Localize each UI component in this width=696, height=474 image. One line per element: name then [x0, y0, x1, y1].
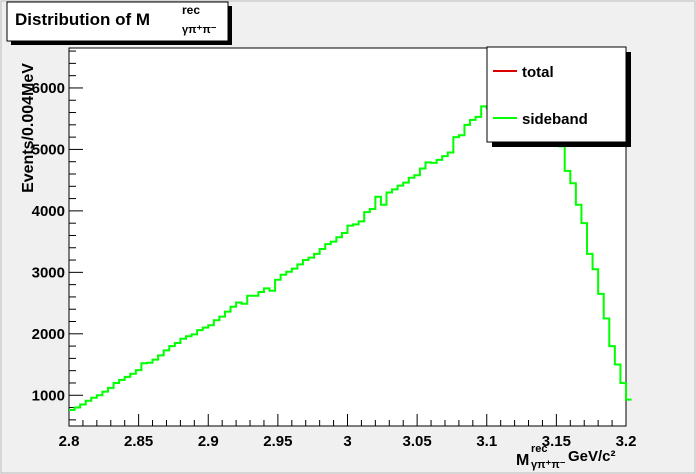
chart-title-sup: rec	[182, 3, 200, 17]
x-tick-label: 3.2	[616, 433, 637, 450]
title-frame	[6, 1, 229, 42]
legend-label-sideband: sideband	[522, 111, 588, 128]
x-tick-label: 3.1	[476, 433, 497, 450]
y-tick-label: 6000	[32, 80, 65, 97]
x-axis-label-unit: GeV/c²	[568, 448, 616, 465]
legend: total sideband	[486, 46, 631, 147]
x-tick-label: 3	[343, 433, 351, 450]
x-tick-label: 2.95	[263, 433, 292, 450]
x-axis: 2.8 2.85 2.9 2.95 3 3.05 3.1 3.15 3.2	[59, 414, 637, 450]
title-box: Distribution of M rec γπ⁺π⁻	[6, 1, 232, 45]
x-tick-label: 2.9	[198, 433, 219, 450]
chart-title: Distribution of M	[15, 10, 150, 29]
x-axis-label: M rec γπ⁺π⁻ GeV/c²	[516, 443, 616, 471]
legend-label-total: total	[522, 64, 554, 81]
chart-title-sub: γπ⁺π⁻	[182, 24, 217, 36]
y-tick-label: 5000	[32, 141, 65, 158]
x-tick-label: 3.05	[403, 433, 432, 450]
y-tick-label: 2000	[32, 326, 65, 343]
x-axis-label-sub: γπ⁺π⁻	[531, 459, 566, 471]
x-axis-label-sup: rec	[531, 443, 548, 455]
y-axis-label: Events/0.004MeV	[20, 63, 37, 193]
y-axis: 1000 2000 3000 4000 5000 6000	[32, 50, 83, 421]
x-axis-label-main: M	[516, 452, 529, 469]
x-tick-label: 2.85	[124, 433, 153, 450]
y-tick-label: 1000	[32, 387, 65, 404]
x-tick-label: 2.8	[59, 433, 80, 450]
y-tick-label: 3000	[32, 264, 65, 281]
legend-frame	[486, 46, 627, 143]
x-tick-label: 3.15	[542, 433, 571, 450]
y-tick-label: 4000	[32, 203, 65, 220]
